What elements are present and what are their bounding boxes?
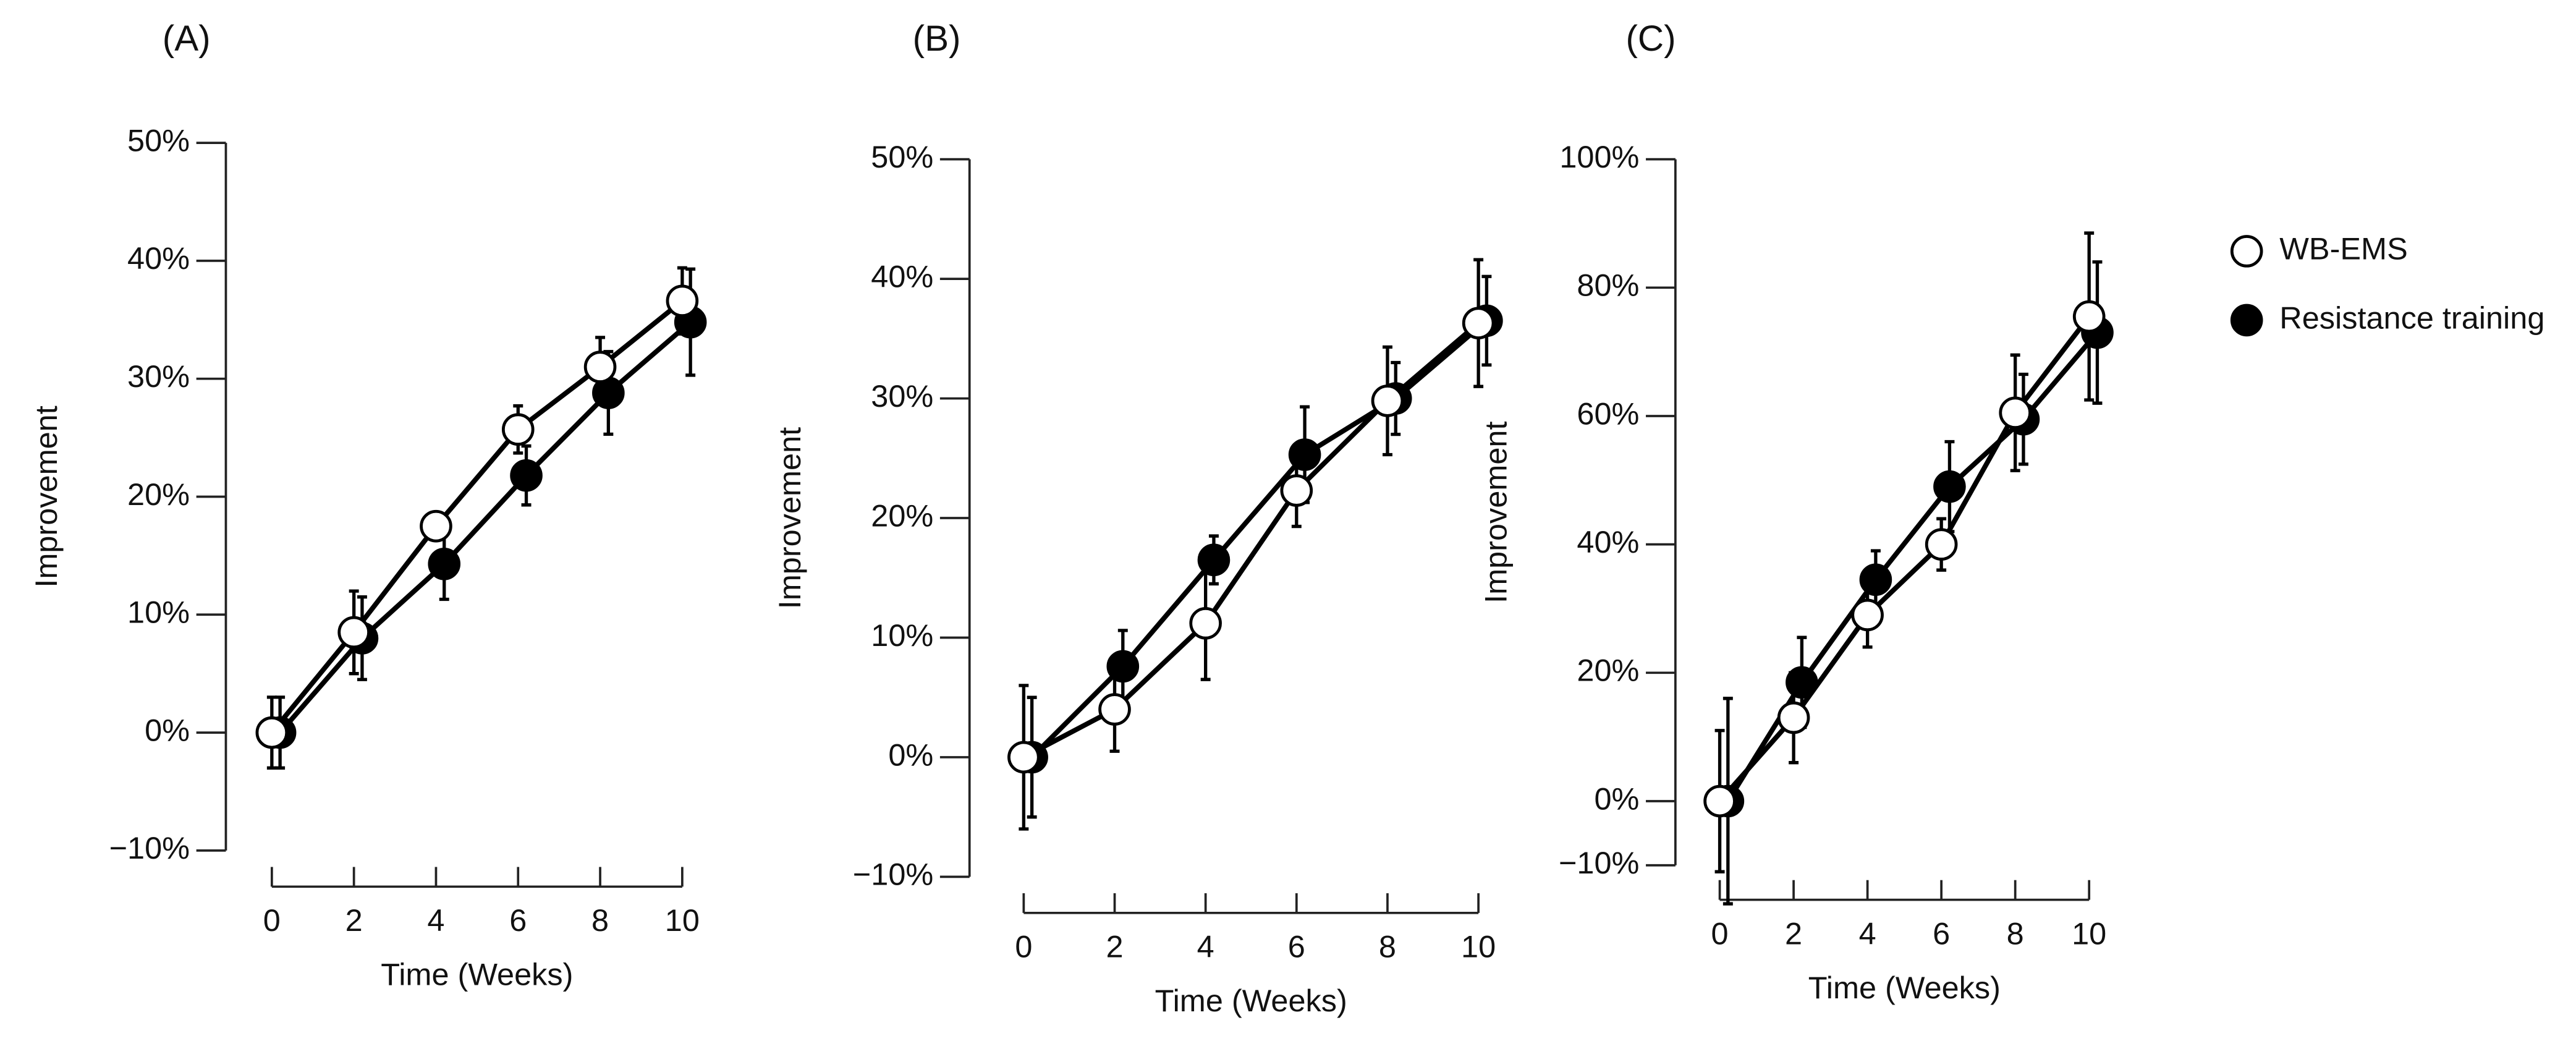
y-tick-label: 20% bbox=[871, 498, 933, 533]
y-tick-label: 100% bbox=[1559, 139, 1639, 174]
y-tick-label: 40% bbox=[1577, 524, 1639, 559]
panel: (B) −10% 0% 10% 20% 30% 40% 50% 0 2 4 6 8 10 Time (Wee… bbox=[772, 19, 1503, 1018]
x-tick-label: 2 bbox=[345, 903, 363, 938]
y-tick-label: 0% bbox=[1594, 781, 1639, 816]
y-axis-label: Improvement bbox=[1478, 422, 1513, 603]
y-tick-label: 20% bbox=[127, 477, 190, 512]
panel: (C) −10% 0% 20% 40% 60% 80% 100% 0 2 4 6 8 10 Time (We… bbox=[1478, 19, 2114, 1005]
panel-title: (C) bbox=[1625, 19, 1676, 59]
marker bbox=[255, 716, 289, 749]
series-line bbox=[1718, 315, 2091, 803]
marker bbox=[666, 284, 699, 318]
marker bbox=[1098, 693, 1131, 726]
y-tick-label: 30% bbox=[127, 359, 190, 394]
marker bbox=[428, 547, 461, 580]
x-tick-label: 0 bbox=[263, 903, 281, 938]
marker bbox=[501, 413, 535, 446]
marker bbox=[1007, 741, 1040, 774]
x-tick-label: 2 bbox=[1106, 929, 1123, 964]
y-tick-label: 20% bbox=[1577, 653, 1639, 688]
x-tick-label: 6 bbox=[1288, 929, 1305, 964]
y-tick-label: −10% bbox=[109, 830, 190, 865]
marker bbox=[420, 509, 452, 543]
legend-label: WB-EMS bbox=[2279, 231, 2407, 266]
marker bbox=[1777, 701, 1810, 734]
series-line bbox=[269, 299, 684, 734]
panel: (A) −10% 0% 10% 20% 30% 40% 50% 0 2 4 6 8 10 Time (Wee… bbox=[28, 19, 707, 992]
x-tick-label: 6 bbox=[1933, 916, 1950, 951]
x-tick-label: 8 bbox=[591, 903, 609, 938]
legend-marker bbox=[2230, 304, 2263, 337]
marker bbox=[1999, 396, 2032, 430]
y-tick-label: 10% bbox=[127, 595, 190, 630]
x-tick-label: 0 bbox=[1711, 916, 1729, 951]
y-tick-label: 30% bbox=[871, 378, 933, 414]
y-tick-label: −10% bbox=[1559, 845, 1639, 880]
x-tick-label: 10 bbox=[1461, 929, 1496, 964]
x-axis-label: Time (Weeks) bbox=[381, 957, 573, 992]
y-tick-label: 10% bbox=[871, 618, 933, 653]
y-tick-label: 80% bbox=[1577, 268, 1639, 303]
x-tick-label: 4 bbox=[1197, 929, 1214, 964]
y-tick-label: 0% bbox=[145, 712, 190, 747]
marker bbox=[1280, 474, 1313, 507]
y-axis-label: Improvement bbox=[28, 406, 64, 587]
marker bbox=[1189, 606, 1222, 640]
y-tick-label: −10% bbox=[853, 857, 933, 892]
x-tick-label: 10 bbox=[2072, 916, 2106, 951]
x-tick-label: 0 bbox=[1015, 929, 1032, 964]
x-tick-label: 4 bbox=[1859, 916, 1876, 951]
panel-title: (B) bbox=[913, 19, 961, 59]
x-tick-label: 2 bbox=[1785, 916, 1802, 951]
marker bbox=[510, 459, 543, 492]
marker bbox=[1859, 563, 1892, 597]
marker bbox=[1933, 470, 1966, 503]
legend-marker bbox=[2230, 235, 2263, 268]
series-line bbox=[278, 320, 692, 734]
x-tick-label: 6 bbox=[509, 903, 527, 938]
y-tick-label: 50% bbox=[871, 139, 933, 174]
y-tick-label: 40% bbox=[127, 240, 190, 276]
marker bbox=[1703, 784, 1736, 818]
x-tick-label: 4 bbox=[427, 903, 444, 938]
marker bbox=[583, 351, 617, 383]
x-axis-label: Time (Weeks) bbox=[1155, 983, 1347, 1018]
marker bbox=[1462, 307, 1495, 339]
legend-label: Resistance training bbox=[2279, 300, 2544, 335]
x-tick-label: 8 bbox=[2007, 916, 2024, 951]
marker bbox=[1851, 598, 1884, 632]
panel-title: (A) bbox=[163, 19, 211, 59]
y-axis-label: Improvement bbox=[772, 427, 807, 609]
marker bbox=[1197, 543, 1231, 577]
y-tick-label: 0% bbox=[888, 737, 933, 772]
y-tick-label: 60% bbox=[1577, 396, 1639, 431]
x-tick-label: 10 bbox=[665, 903, 700, 938]
marker bbox=[2072, 300, 2106, 333]
marker bbox=[337, 616, 370, 649]
y-tick-label: 40% bbox=[871, 258, 933, 294]
marker bbox=[1925, 528, 1958, 561]
y-tick-label: 50% bbox=[127, 122, 190, 158]
marker bbox=[1371, 385, 1404, 417]
series-line bbox=[1030, 318, 1488, 759]
x-axis-label: Time (Weeks) bbox=[1808, 970, 2001, 1005]
x-tick-label: 8 bbox=[1379, 929, 1396, 964]
